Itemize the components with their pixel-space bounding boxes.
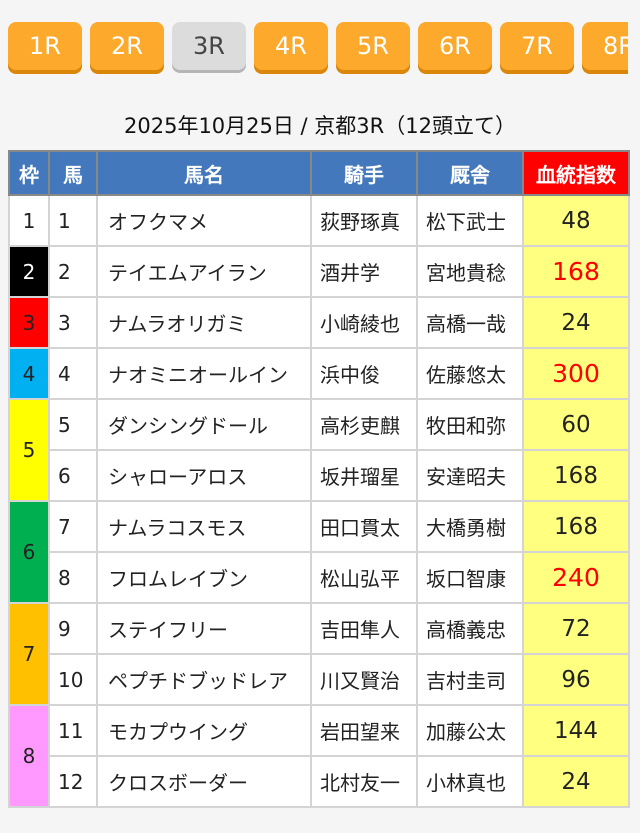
name-cell[interactable]: ステイフリー xyxy=(96,602,312,655)
index-cell: 60 xyxy=(522,398,630,451)
table-row: 12 クロスボーダー 北村友一 小林真也 24 xyxy=(9,755,630,808)
race-tab-2R[interactable]: 2R xyxy=(90,22,164,70)
index-cell: 24 xyxy=(522,296,630,349)
frame-cell: 4 xyxy=(8,347,50,400)
horse-table: 枠 馬 馬名 騎手 厩舎 血統指数 1 1 オフクマメ 荻野琢真 松下武士 48 2 2 テイエ… xyxy=(8,150,630,808)
name-cell[interactable]: ペプチドブッドレア xyxy=(96,653,312,706)
jockey-cell: 北村友一 xyxy=(310,755,418,808)
number-cell: 1 xyxy=(48,194,98,247)
index-cell: 168 xyxy=(522,245,630,298)
race-tab-5R[interactable]: 5R xyxy=(336,22,410,70)
name-cell[interactable]: テイエムアイラン xyxy=(96,245,312,298)
number-cell: 10 xyxy=(48,653,98,706)
trainer-cell: 吉村圭司 xyxy=(416,653,524,706)
table-row: 8 フロムレイブン 松山弘平 坂口智康 240 xyxy=(9,551,630,604)
table-row: 7 9 ステイフリー 吉田隼人 高橋義忠 72 xyxy=(8,602,630,706)
jockey-cell: 田口貫太 xyxy=(310,500,418,553)
trainer-cell: 加藤公太 xyxy=(416,704,524,757)
name-cell[interactable]: フロムレイブン xyxy=(96,551,312,604)
table-row: 2 2 テイエムアイラン 酒井学 宮地貴稔 168 xyxy=(8,245,630,298)
table-row: 8 11 モカプウイング 岩田望来 加藤公太 144 xyxy=(8,704,630,808)
number-cell: 2 xyxy=(48,245,98,298)
trainer-cell: 佐藤悠太 xyxy=(416,347,524,400)
number-cell: 9 xyxy=(48,602,98,655)
trainer-cell: 宮地貴稔 xyxy=(416,245,524,298)
race-tab-7R[interactable]: 7R xyxy=(500,22,574,70)
trainer-cell: 小林真也 xyxy=(416,755,524,808)
frame-cell: 5 xyxy=(8,398,50,502)
header-trainer: 厩舎 xyxy=(416,150,524,196)
header-jockey: 騎手 xyxy=(310,150,418,196)
frame-cell: 1 xyxy=(8,194,50,247)
frame-cell: 7 xyxy=(8,602,50,706)
name-cell[interactable]: ダンシングドール xyxy=(96,398,312,451)
jockey-cell: 坂井瑠星 xyxy=(310,449,418,502)
table-row: 10 ペプチドブッドレア 川又賢治 吉村圭司 96 xyxy=(9,653,630,706)
trainer-cell: 大橋勇樹 xyxy=(416,500,524,553)
index-cell: 48 xyxy=(522,194,630,247)
trainer-cell: 松下武士 xyxy=(416,194,524,247)
jockey-cell: 小崎綾也 xyxy=(310,296,418,349)
jockey-cell: 岩田望来 xyxy=(310,704,418,757)
race-tab-3R[interactable]: 3R xyxy=(172,22,246,70)
number-cell: 11 xyxy=(48,704,98,757)
jockey-cell: 吉田隼人 xyxy=(310,602,418,655)
race-tab-8R[interactable]: 8R xyxy=(582,22,628,70)
table-row: 5 5 ダンシングドール 高杉吏麒 牧田和弥 60 xyxy=(8,398,630,502)
header-index: 血統指数 xyxy=(522,150,630,196)
index-cell: 96 xyxy=(522,653,630,706)
table-row: 1 1 オフクマメ 荻野琢真 松下武士 48 xyxy=(8,194,630,247)
trainer-cell: 牧田和弥 xyxy=(416,398,524,451)
trainer-cell: 坂口智康 xyxy=(416,551,524,604)
index-cell: 240 xyxy=(522,551,630,604)
number-cell: 12 xyxy=(48,755,98,808)
number-cell: 5 xyxy=(48,398,98,451)
jockey-cell: 荻野琢真 xyxy=(310,194,418,247)
trainer-cell: 高橋一哉 xyxy=(416,296,524,349)
name-cell[interactable]: クロスボーダー xyxy=(96,755,312,808)
index-cell: 168 xyxy=(522,449,630,502)
index-cell: 24 xyxy=(522,755,630,808)
jockey-cell: 川又賢治 xyxy=(310,653,418,706)
number-cell: 6 xyxy=(48,449,98,502)
jockey-cell: 酒井学 xyxy=(310,245,418,298)
table-row: 6 7 ナムラコスモス 田口貫太 大橋勇樹 168 xyxy=(8,500,630,604)
name-cell[interactable]: シャローアロス xyxy=(96,449,312,502)
index-cell: 168 xyxy=(522,500,630,553)
frame-cell: 8 xyxy=(8,704,50,808)
number-cell: 7 xyxy=(48,500,98,553)
jockey-cell: 高杉吏麒 xyxy=(310,398,418,451)
index-cell: 144 xyxy=(522,704,630,757)
trainer-cell: 安達昭夫 xyxy=(416,449,524,502)
jockey-cell: 松山弘平 xyxy=(310,551,418,604)
name-cell[interactable]: モカプウイング xyxy=(96,704,312,757)
name-cell[interactable]: オフクマメ xyxy=(96,194,312,247)
number-cell: 4 xyxy=(48,347,98,400)
index-cell: 72 xyxy=(522,602,630,655)
race-tab-6R[interactable]: 6R xyxy=(418,22,492,70)
name-cell[interactable]: ナムラオリガミ xyxy=(96,296,312,349)
frame-cell: 3 xyxy=(8,296,50,349)
race-tabs: 1R 2R 3R 4R 5R 6R 7R 8R xyxy=(8,22,628,76)
frame-cell: 6 xyxy=(8,500,50,604)
header-horse: 馬名 xyxy=(96,150,312,196)
race-tab-4R[interactable]: 4R xyxy=(254,22,328,70)
index-cell: 300 xyxy=(522,347,630,400)
header-frame: 枠 xyxy=(8,150,50,196)
jockey-cell: 浜中俊 xyxy=(310,347,418,400)
header-row: 枠 馬 馬名 騎手 厩舎 血統指数 xyxy=(8,150,630,196)
race-title: 2025年10月25日 / 京都3R（12頭立て） xyxy=(124,114,516,138)
header-number: 馬 xyxy=(48,150,98,196)
name-cell[interactable]: ナオミニオールイン xyxy=(96,347,312,400)
table-row: 4 4 ナオミニオールイン 浜中俊 佐藤悠太 300 xyxy=(8,347,630,400)
name-cell[interactable]: ナムラコスモス xyxy=(96,500,312,553)
table-row: 6 シャローアロス 坂井瑠星 安達昭夫 168 xyxy=(9,449,630,502)
table-row: 3 3 ナムラオリガミ 小崎綾也 高橋一哉 24 xyxy=(8,296,630,349)
race-tab-1R[interactable]: 1R xyxy=(8,22,82,70)
number-cell: 3 xyxy=(48,296,98,349)
trainer-cell: 高橋義忠 xyxy=(416,602,524,655)
frame-cell: 2 xyxy=(8,245,50,298)
number-cell: 8 xyxy=(48,551,98,604)
